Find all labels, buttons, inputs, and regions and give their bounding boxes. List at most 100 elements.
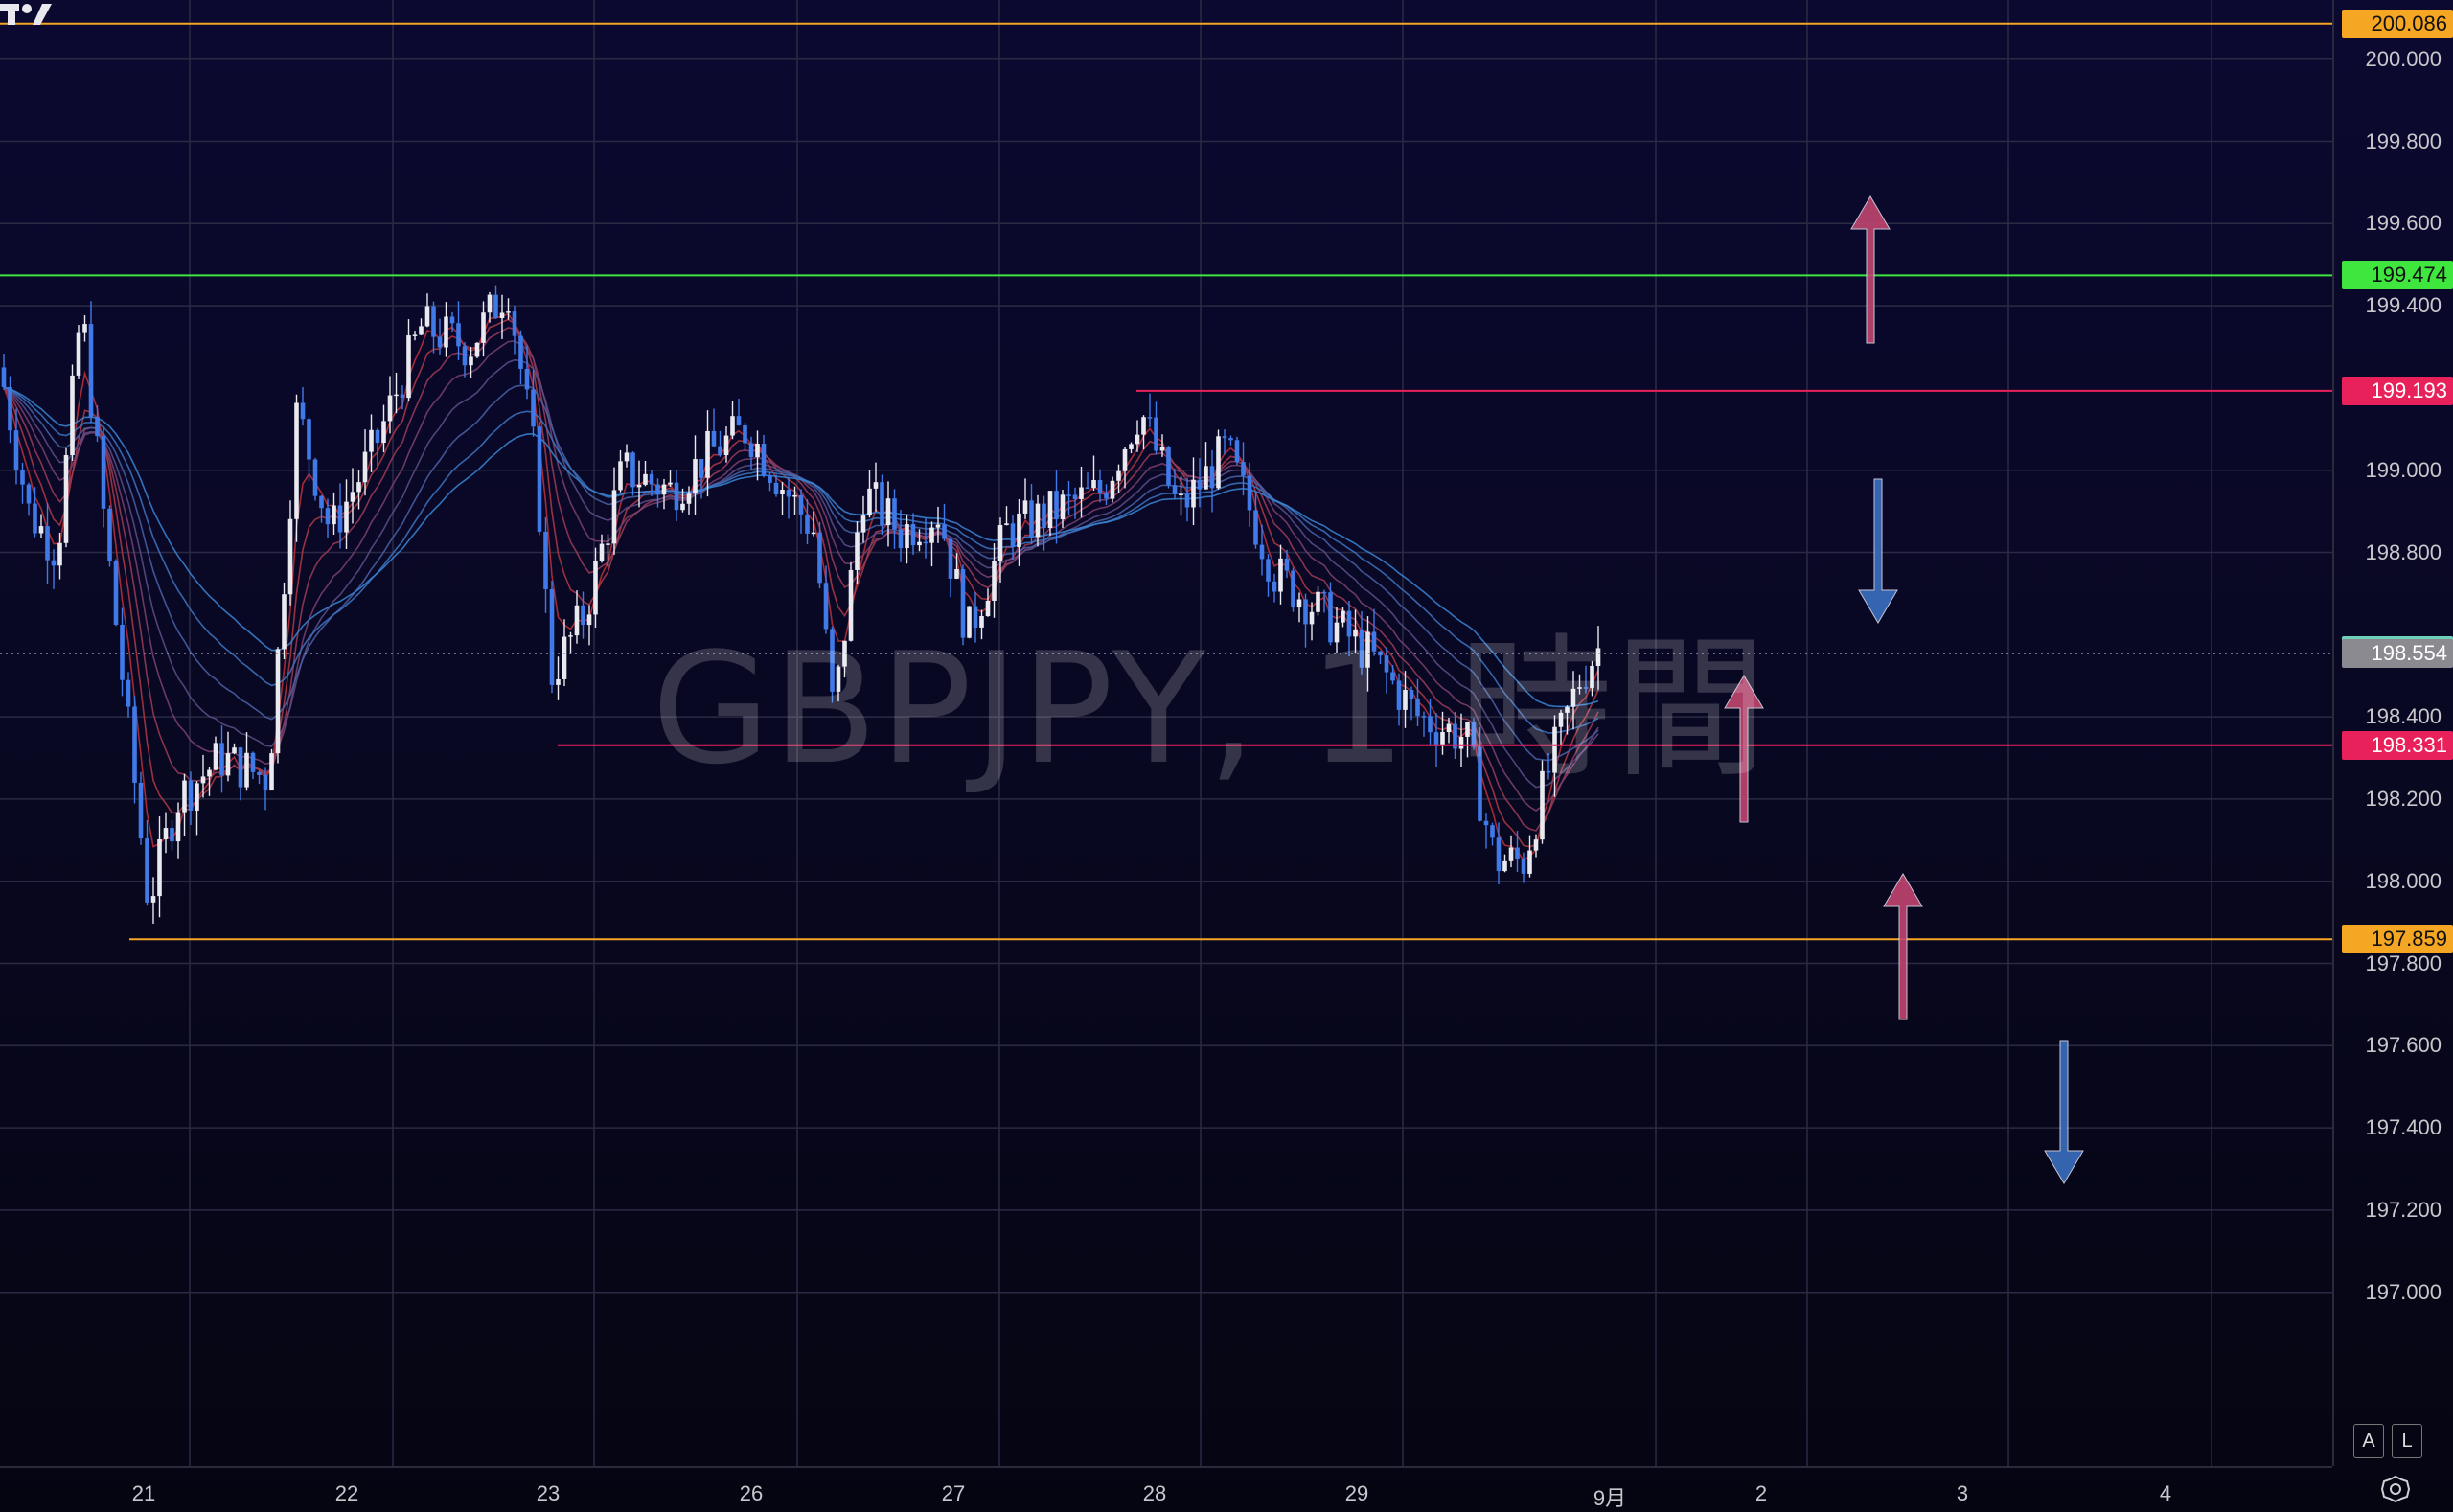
candle-body: [1341, 610, 1345, 623]
price-tick-label: 197.400: [2365, 1115, 2442, 1140]
price-chart-area[interactable]: GBPJPY, 1 時間: [0, 0, 2332, 1466]
candle-body: [1540, 770, 1545, 840]
candle-body: [1066, 494, 1071, 496]
candle-body: [182, 780, 187, 813]
candle-body: [599, 543, 605, 561]
candle-body: [543, 531, 548, 590]
candle-body: [232, 747, 237, 754]
candle-body: [1035, 503, 1041, 538]
time-tick-label: 26: [739, 1481, 764, 1505]
candle-body: [319, 495, 324, 509]
candle-body: [867, 488, 872, 516]
candle-body: [419, 326, 424, 335]
candle-body: [1234, 440, 1240, 463]
candle-body: [1508, 847, 1514, 861]
candle-body: [880, 482, 884, 526]
time-tick-label: 23: [536, 1481, 561, 1505]
candle-body: [1471, 722, 1477, 747]
candle-body: [282, 594, 287, 650]
candle-body: [979, 616, 984, 628]
auto-scale-button[interactable]: A: [2353, 1424, 2384, 1458]
candle-body: [873, 482, 879, 489]
candle-body: [942, 524, 947, 539]
price-scale[interactable]: A L 200.200200.000199.800199.600199.4001…: [2332, 0, 2453, 1466]
candle-body: [1552, 726, 1557, 773]
candle-body: [132, 706, 137, 783]
candle-body: [1565, 706, 1570, 713]
candle-body: [574, 605, 580, 636]
log-scale-button[interactable]: L: [2392, 1424, 2422, 1458]
candle-body: [487, 294, 493, 313]
candle-body: [150, 896, 156, 903]
tradingview-logo[interactable]: [0, 0, 54, 29]
candle-body: [375, 429, 380, 444]
candle-body: [1060, 494, 1066, 520]
candle-body: [723, 435, 729, 456]
candle-body: [1209, 466, 1215, 489]
candle-body: [170, 828, 174, 842]
candle-body: [954, 568, 959, 579]
candle-body: [910, 523, 916, 546]
candle-body: [1334, 622, 1340, 643]
candle-body: [474, 342, 480, 357]
candle-body: [1496, 837, 1502, 872]
candle-body: [394, 394, 399, 397]
candle-body: [898, 529, 904, 549]
candle-body: [1166, 447, 1171, 486]
candle-body: [499, 312, 505, 319]
candle-body: [556, 678, 561, 685]
candle-body: [269, 753, 274, 791]
candle-body: [188, 780, 194, 811]
candle-body: [1259, 544, 1265, 560]
candle-body: [207, 769, 212, 777]
candle-body: [1029, 500, 1034, 538]
candle-body: [611, 490, 617, 544]
settings-icon[interactable]: [2378, 1474, 2413, 1504]
candle-body: [244, 752, 249, 788]
candle-body: [1415, 699, 1420, 717]
candle-body: [1228, 438, 1233, 441]
candle-body: [1266, 559, 1271, 582]
candle-body: [431, 306, 436, 337]
candle-body: [786, 490, 791, 497]
candle-body: [350, 492, 355, 502]
down-arrow: [1858, 478, 1898, 624]
candle-body: [437, 336, 443, 348]
candle-body: [138, 782, 144, 839]
candle-body: [26, 484, 32, 504]
candle-body: [1222, 436, 1227, 439]
candle-body: [51, 560, 57, 566]
candle-body: [88, 324, 94, 418]
candle-body: [885, 498, 891, 526]
candle-body: [967, 606, 972, 638]
candle-body: [1204, 466, 1208, 490]
candle-body: [593, 561, 598, 615]
candle-body: [811, 532, 816, 535]
candle-body: [1, 367, 7, 387]
time-tick-label: 27: [941, 1481, 966, 1505]
candle-body: [213, 743, 218, 770]
candle-body: [674, 482, 679, 511]
time-axis[interactable]: 21 22 23 26 27 28 29 9月 2 3 4: [0, 1466, 2332, 1512]
candle-body: [38, 526, 44, 534]
candle-body: [730, 416, 735, 436]
candle-body: [743, 424, 747, 444]
candle-body: [618, 461, 623, 491]
candle-body: [1097, 480, 1103, 493]
candle-body: [817, 532, 822, 584]
candle-body: [1353, 629, 1358, 637]
candle-body: [606, 543, 610, 545]
candle-body: [63, 454, 69, 543]
down-arrow: [2044, 1040, 2084, 1184]
candle-body: [1241, 462, 1246, 476]
candle-body: [836, 666, 841, 692]
candle-body: [1453, 723, 1457, 749]
candle-body: [1110, 480, 1115, 499]
candle-body: [1085, 487, 1090, 489]
price-tick-label: 197.000: [2365, 1279, 2442, 1304]
time-tick-label: 9月: [1593, 1486, 1627, 1510]
candle-body: [45, 526, 50, 561]
time-tick-label: 2: [1754, 1481, 1768, 1505]
candle-body: [1527, 850, 1532, 874]
candle-body: [768, 475, 772, 483]
